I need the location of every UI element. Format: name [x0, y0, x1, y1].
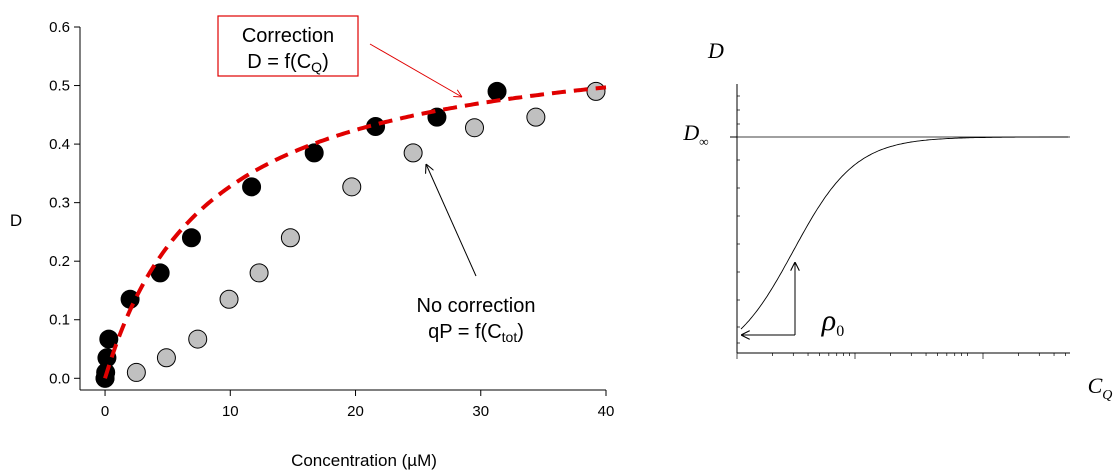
correction-equation: D = f(CQ) [247, 51, 328, 75]
y-tick-label: 0.3 [49, 195, 70, 212]
data-point-no-correction [403, 143, 423, 163]
right-y-minor-ticks [737, 95, 740, 344]
correction-title: Correction [242, 25, 334, 47]
data-point-no-correction [586, 81, 606, 101]
left-x-axis-label: Concentration (µM) [291, 451, 437, 470]
y-tick-label: 0.0 [49, 370, 70, 387]
data-point-no-correction [465, 118, 484, 138]
data-point-no-correction [526, 107, 546, 127]
nocorrection-title: No correction [417, 295, 536, 317]
nocorrection-equation: qP = f(Ctot) [428, 321, 524, 345]
data-point-correction [304, 143, 324, 163]
left-y-axis: 0.0 0.1 0.2 0.3 0.4 0.5 0.6 [49, 19, 81, 390]
data-point-correction [487, 81, 507, 101]
data-point-no-correction [280, 228, 300, 248]
rho-zero-label: ρ0 [821, 304, 844, 340]
right-chart: D CQ D∞ ρ0 [682, 38, 1112, 403]
fit-curve [103, 85, 607, 379]
data-point-no-correction [126, 362, 146, 382]
y-tick-label: 0.1 [49, 312, 70, 329]
correction-box [217, 15, 359, 77]
data-point-no-correction [188, 329, 208, 349]
y-tick-label: 0.5 [49, 78, 70, 95]
x-tick-label: 30 [472, 403, 489, 420]
y-tick-label: 0.2 [49, 253, 70, 270]
x-tick-label: 20 [347, 403, 364, 420]
right-x-minor-ticks [736, 353, 1066, 359]
y-tick-label: 0.6 [49, 19, 70, 36]
right-x-axis-label: CQ [1088, 373, 1113, 403]
left-x-axis: 0 10 20 30 40 [80, 389, 615, 420]
nocorrection-arrow [426, 164, 477, 277]
x-tick-label: 10 [222, 403, 239, 420]
x-tick-label: 0 [101, 403, 109, 420]
saturation-curve [740, 136, 1068, 330]
data-point-correction [181, 228, 201, 248]
x-tick-label: 40 [598, 403, 615, 420]
left-y-axis-label: D [10, 211, 22, 230]
data-point-no-correction [342, 177, 362, 197]
data-point-correction [99, 329, 119, 349]
left-chart: 0.0 0.1 0.2 0.3 0.4 0.5 0.6 0 10 20 30 40 D Concen… [10, 15, 615, 470]
y-tick-label: 0.4 [49, 136, 70, 153]
data-point-no-correction [219, 289, 239, 309]
data-point-no-correction [249, 263, 269, 283]
d-infinity-label: D∞ [682, 120, 708, 149]
data-point-no-correction [156, 348, 176, 368]
correction-arrow [369, 43, 462, 97]
right-y-axis-label: D [707, 38, 724, 63]
data-point-correction [242, 177, 262, 197]
left-plot-area [95, 81, 607, 388]
